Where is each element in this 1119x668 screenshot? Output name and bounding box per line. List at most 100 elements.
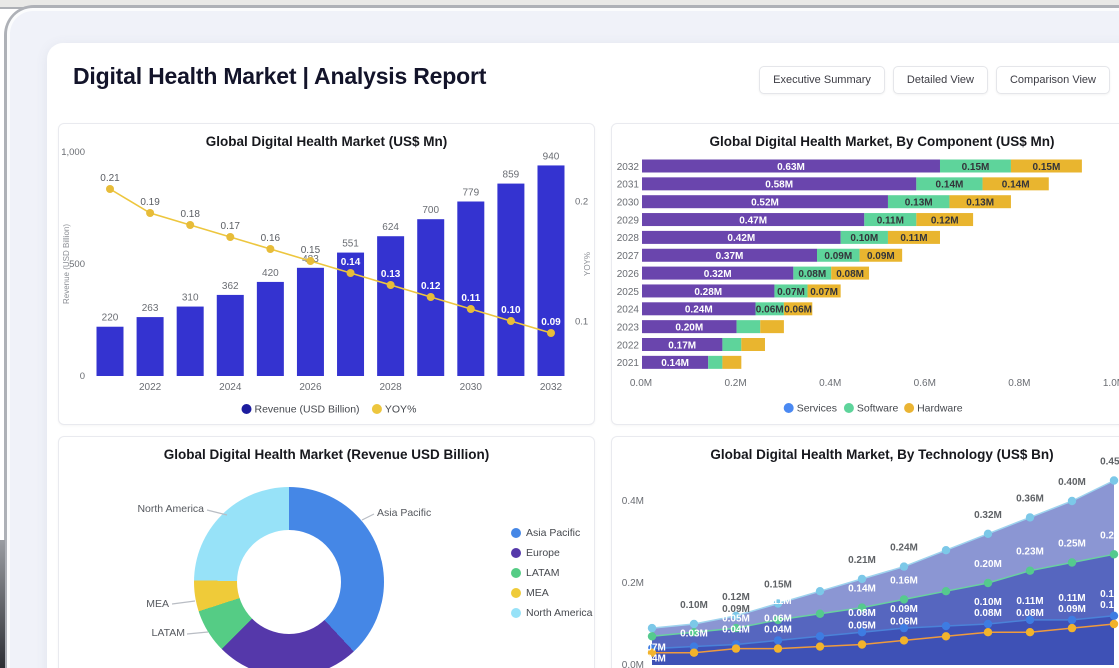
donut-callout-asia-pacific: Asia Pacific	[377, 507, 432, 519]
svg-text:0: 0	[80, 371, 85, 382]
svg-text:0.18: 0.18	[180, 209, 200, 220]
svg-text:0.13M: 0.13M	[966, 198, 994, 209]
svg-text:0.1: 0.1	[575, 317, 588, 328]
svg-text:1,000: 1,000	[61, 147, 85, 158]
svg-text:420: 420	[262, 268, 279, 279]
svg-text:0.17M: 0.17M	[668, 340, 696, 351]
svg-text:0.09M: 0.09M	[824, 251, 852, 262]
chart-title-market: Global Digital Health Market (US$ Mn)	[205, 134, 448, 149]
svg-text:0.45M: 0.45M	[1100, 457, 1119, 468]
svg-text:2026: 2026	[617, 269, 640, 280]
svg-text:0.08M: 0.08M	[1016, 608, 1044, 619]
svg-text:0.12M: 0.12M	[931, 215, 959, 226]
svg-text:0.58M: 0.58M	[765, 180, 793, 191]
legend-dot	[511, 608, 521, 618]
svg-text:0.15M: 0.15M	[764, 580, 792, 591]
svg-text:0.12: 0.12	[421, 281, 441, 292]
svg-text:0.23M: 0.23M	[1016, 547, 1044, 558]
svg-text:2031: 2031	[617, 180, 640, 191]
region-donut-chart: North America Asia Pacific MEA LATAM Asia Pa…	[59, 437, 594, 668]
svg-text:0.19: 0.19	[140, 197, 160, 208]
svg-text:0.09M: 0.09M	[722, 604, 750, 615]
svg-text:1.0M: 1.0M	[1103, 378, 1119, 389]
panel-by-component: Global Digital Health Market, By Compone…	[611, 123, 1119, 425]
svg-text:0.04M: 0.04M	[638, 653, 666, 664]
svg-text:362: 362	[222, 281, 239, 292]
svg-text:0.2: 0.2	[575, 197, 588, 208]
svg-text:0.10M: 0.10M	[974, 597, 1002, 608]
svg-text:0.14M: 0.14M	[1002, 180, 1030, 191]
panel-market-overview: Global Digital Health Market (US$ Mn) 0 5…	[58, 123, 595, 425]
legend-dot	[511, 568, 521, 578]
svg-text:0.06M: 0.06M	[890, 616, 918, 627]
svg-text:0.25M: 0.25M	[1058, 539, 1086, 550]
svg-text:220: 220	[102, 313, 119, 324]
svg-text:0.06M: 0.06M	[756, 305, 784, 316]
comparison-view-button[interactable]: Comparison View	[995, 66, 1110, 94]
svg-text:0.09M: 0.09M	[1058, 604, 1086, 615]
svg-text:0.42M: 0.42M	[727, 233, 755, 244]
report-card: Digital Health Market | Analysis Report …	[47, 43, 1119, 668]
svg-text:0.17: 0.17	[221, 221, 241, 232]
panel-by-region: Global Digital Health Market (Revenue US…	[58, 436, 595, 668]
svg-text:0.21M: 0.21M	[848, 555, 876, 566]
device-left-edge	[0, 540, 5, 668]
svg-text:0.12M: 0.12M	[1100, 589, 1119, 600]
legend-item-mea: MEA	[511, 587, 549, 599]
svg-text:500: 500	[69, 259, 85, 270]
svg-text:Revenue (USD Billion): Revenue (USD Billion)	[62, 224, 71, 304]
svg-text:Software: Software	[857, 403, 899, 415]
svg-text:0.14M: 0.14M	[848, 584, 876, 595]
svg-text:0.47M: 0.47M	[739, 215, 767, 226]
svg-text:0.0M: 0.0M	[622, 660, 644, 668]
svg-text:0.6M: 0.6M	[914, 378, 936, 389]
panel-by-technology: Global Digital Health Market, By Technol…	[611, 436, 1119, 668]
svg-text:263: 263	[142, 303, 159, 314]
svg-text:0.36M: 0.36M	[1016, 493, 1044, 504]
svg-text:2025: 2025	[617, 287, 640, 298]
svg-text:0.04M: 0.04M	[764, 625, 792, 636]
screen: Digital Health Market | Analysis Report …	[7, 8, 1119, 668]
svg-text:779: 779	[462, 188, 479, 199]
executive-summary-button[interactable]: Executive Summary	[759, 66, 885, 94]
svg-text:0.09M: 0.09M	[890, 604, 918, 615]
svg-text:0.0M: 0.0M	[630, 378, 652, 389]
svg-text:2022: 2022	[617, 340, 640, 351]
donut-callout-mea: MEA	[146, 598, 169, 610]
svg-text:0.06M: 0.06M	[784, 305, 812, 316]
svg-text:2028: 2028	[380, 382, 403, 393]
svg-text:0.11: 0.11	[461, 293, 480, 304]
svg-text:Hardware: Hardware	[917, 403, 963, 415]
svg-text:0.14M: 0.14M	[661, 358, 689, 369]
svg-text:0.15: 0.15	[301, 245, 321, 256]
svg-text:0.4M: 0.4M	[622, 496, 644, 507]
legend-dot	[511, 528, 521, 538]
svg-text:551: 551	[342, 239, 359, 250]
chart-title-region: Global Digital Health Market (Revenue US…	[163, 447, 490, 462]
svg-text:0.13M: 0.13M	[905, 198, 933, 209]
svg-text:2027: 2027	[617, 251, 640, 262]
chart-title-technology: Global Digital Health Market, By Technol…	[710, 447, 1054, 462]
svg-text:0.14: 0.14	[341, 257, 361, 268]
svg-text:0.05M: 0.05M	[722, 614, 750, 625]
svg-text:2030: 2030	[460, 382, 483, 393]
svg-text:0.10M: 0.10M	[850, 233, 878, 244]
svg-text:0.11M: 0.11M	[1016, 596, 1043, 607]
detailed-view-button[interactable]: Detailed View	[892, 66, 988, 94]
svg-text:2024: 2024	[617, 305, 640, 316]
svg-text:0.20M: 0.20M	[974, 559, 1002, 570]
component-stacked-bar-chart: 2032 0.63M 0.15M 0.15M 2031 0.58M 0.14M 0.14M 20…	[612, 124, 1119, 424]
svg-text:0.8M: 0.8M	[1008, 378, 1030, 389]
legend-item-north-america: North America	[511, 607, 593, 619]
svg-text:0.10M: 0.10M	[680, 600, 708, 611]
svg-text:0.11M: 0.11M	[900, 233, 927, 244]
page-title: Digital Health Market | Analysis Report	[73, 63, 487, 89]
legend-dot	[511, 548, 521, 558]
svg-text:0.10M: 0.10M	[1100, 600, 1119, 611]
svg-text:0.04M: 0.04M	[722, 625, 750, 636]
svg-text:0.11M: 0.11M	[877, 215, 904, 226]
legend-item-asia-pacific: Asia Pacific	[511, 527, 580, 539]
svg-text:0.24M: 0.24M	[685, 305, 713, 316]
svg-text:0.05M: 0.05M	[848, 621, 876, 632]
